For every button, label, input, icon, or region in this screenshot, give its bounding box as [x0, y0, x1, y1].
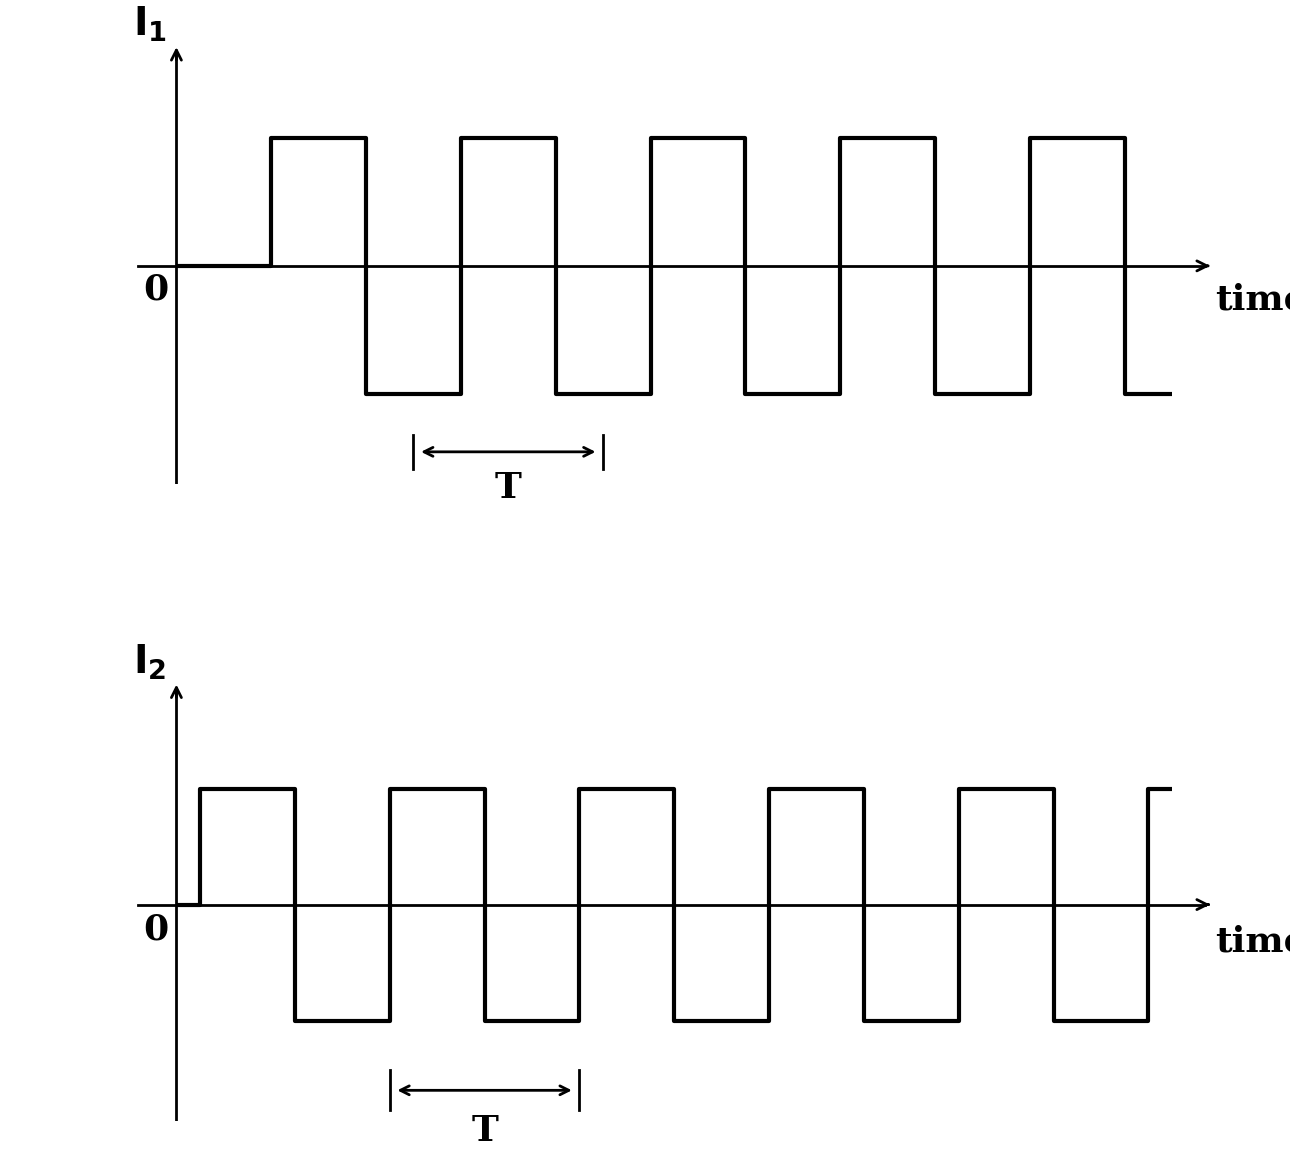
Text: 0: 0	[143, 912, 169, 946]
Text: T: T	[471, 1113, 498, 1147]
Text: $\mathbf{I_1}$: $\mathbf{I_1}$	[133, 5, 166, 44]
Text: T: T	[495, 471, 521, 505]
Text: time: time	[1215, 925, 1290, 959]
Text: $\mathbf{I_2}$: $\mathbf{I_2}$	[133, 642, 166, 682]
Text: time: time	[1215, 283, 1290, 317]
Text: 0: 0	[143, 272, 169, 306]
